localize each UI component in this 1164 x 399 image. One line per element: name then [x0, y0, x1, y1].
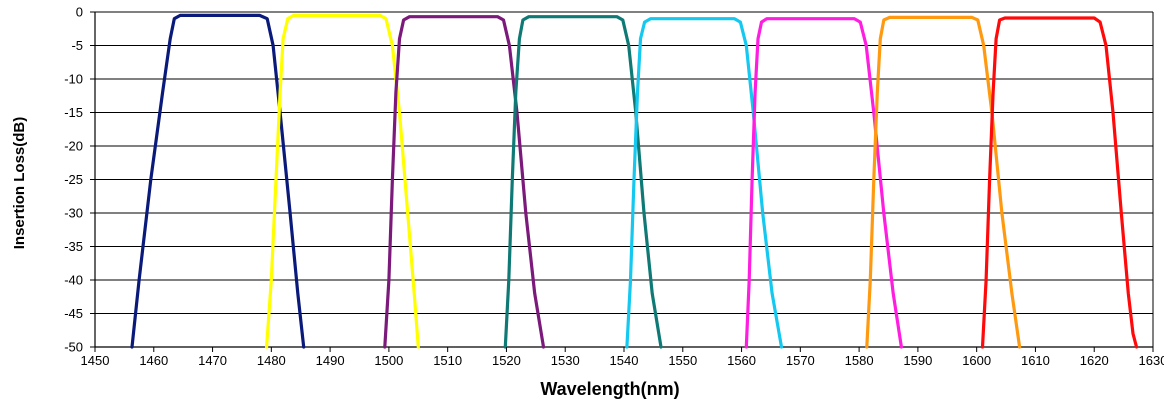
y-tick-label: -25 — [64, 172, 83, 187]
y-tick-label: -45 — [64, 306, 83, 321]
x-tick-label: 1470 — [198, 353, 227, 368]
x-tick-label: 1530 — [551, 353, 580, 368]
series-lines — [130, 13, 1139, 349]
y-tick-label: -30 — [64, 206, 83, 221]
x-tick-label: 1570 — [786, 353, 815, 368]
y-tick-label: -15 — [64, 105, 83, 120]
x-tick-label: 1540 — [610, 353, 639, 368]
x-tick-label: 1580 — [845, 353, 874, 368]
series-line-7 — [865, 15, 1022, 349]
series-line-1 — [130, 13, 306, 349]
x-tick-label: 1510 — [433, 353, 462, 368]
series-line-3 — [383, 15, 546, 349]
x-tick-label: 1550 — [668, 353, 697, 368]
x-tick-label: 1450 — [81, 353, 110, 368]
x-tick-label: 1590 — [903, 353, 932, 368]
y-tick-label: -40 — [64, 273, 83, 288]
series-line-2 — [265, 13, 420, 349]
x-tick-label: 1600 — [962, 353, 991, 368]
y-axis-title: Insertion Loss(dB) — [11, 117, 28, 250]
x-tick-label: 1560 — [727, 353, 756, 368]
x-axis-title: Wavelength(nm) — [540, 379, 679, 399]
x-tick-label: 1610 — [1021, 353, 1050, 368]
series-line-6 — [744, 17, 903, 349]
y-tick-label: -50 — [64, 340, 83, 355]
x-tick-label: 1500 — [374, 353, 403, 368]
y-tick-label: -20 — [64, 139, 83, 154]
y-tick-label: -35 — [64, 239, 83, 254]
series-line-8 — [980, 16, 1139, 349]
x-tick-label: 1490 — [316, 353, 345, 368]
x-axis-ticks: 1450 1460 1470 1480 1490 1500 1510 1520 1530 1540… — [81, 347, 1164, 368]
y-axis-ticks: 0 -5 -10 -15 -20 -25 -30 -35 -40 -45 -50 — [64, 5, 95, 355]
x-tick-label: 1630 — [1139, 353, 1164, 368]
x-tick-label: 1520 — [492, 353, 521, 368]
y-tick-label: 0 — [76, 5, 83, 20]
y-tick-label: -10 — [64, 72, 83, 87]
y-tick-label: -5 — [71, 38, 83, 53]
x-tick-label: 1620 — [1080, 353, 1109, 368]
series-line-5 — [625, 17, 784, 349]
x-tick-label: 1480 — [257, 353, 286, 368]
x-tick-label: 1460 — [139, 353, 168, 368]
series-line-4 — [503, 15, 663, 349]
